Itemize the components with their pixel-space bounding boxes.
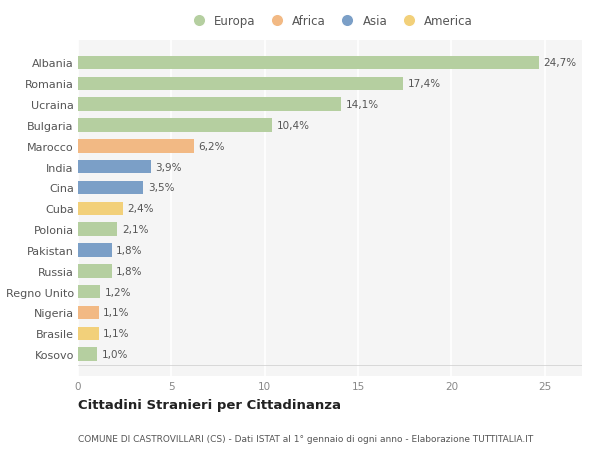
Text: COMUNE DI CASTROVILLARI (CS) - Dati ISTAT al 1° gennaio di ogni anno - Elaborazi: COMUNE DI CASTROVILLARI (CS) - Dati ISTA… bbox=[78, 434, 533, 442]
Text: 3,5%: 3,5% bbox=[148, 183, 175, 193]
Bar bbox=[78, 119, 272, 133]
Text: 3,9%: 3,9% bbox=[155, 162, 182, 172]
Text: 1,0%: 1,0% bbox=[101, 349, 128, 359]
Bar bbox=[78, 244, 112, 257]
Bar bbox=[78, 285, 100, 299]
Bar bbox=[78, 140, 194, 153]
Bar bbox=[78, 98, 341, 112]
Bar bbox=[78, 264, 112, 278]
Bar bbox=[78, 223, 117, 236]
Bar bbox=[78, 181, 143, 195]
Legend: Europa, Africa, Asia, America: Europa, Africa, Asia, America bbox=[182, 11, 478, 33]
Text: 6,2%: 6,2% bbox=[199, 141, 225, 151]
Text: 2,4%: 2,4% bbox=[127, 204, 154, 214]
Bar bbox=[78, 56, 539, 70]
Text: 24,7%: 24,7% bbox=[544, 58, 577, 68]
Text: 1,1%: 1,1% bbox=[103, 329, 130, 339]
Text: 2,1%: 2,1% bbox=[122, 224, 148, 235]
Bar bbox=[78, 327, 98, 341]
Text: 17,4%: 17,4% bbox=[407, 79, 440, 89]
Bar bbox=[78, 306, 98, 319]
Bar bbox=[78, 161, 151, 174]
Bar bbox=[78, 347, 97, 361]
Bar bbox=[78, 77, 403, 91]
Text: 10,4%: 10,4% bbox=[277, 121, 310, 131]
Text: 1,8%: 1,8% bbox=[116, 246, 143, 255]
Text: 1,1%: 1,1% bbox=[103, 308, 130, 318]
Text: 1,2%: 1,2% bbox=[105, 287, 131, 297]
Text: 14,1%: 14,1% bbox=[346, 100, 379, 110]
Text: Cittadini Stranieri per Cittadinanza: Cittadini Stranieri per Cittadinanza bbox=[78, 398, 341, 412]
Bar bbox=[78, 202, 123, 216]
Text: 1,8%: 1,8% bbox=[116, 266, 143, 276]
